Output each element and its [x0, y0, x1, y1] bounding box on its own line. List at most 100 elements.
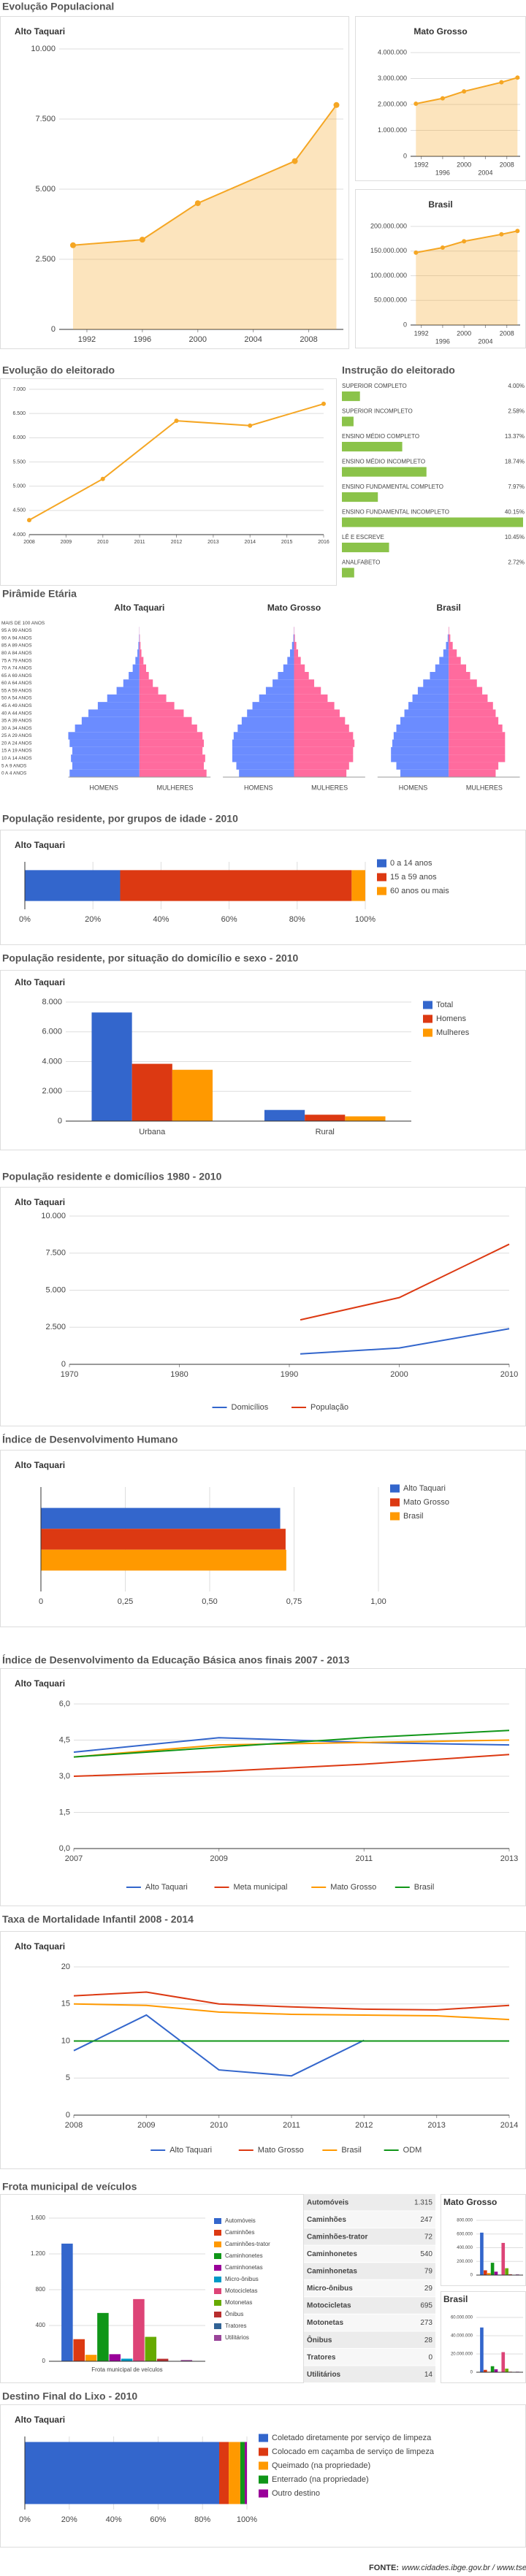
- bar: [68, 732, 140, 740]
- panel: [0, 378, 337, 586]
- y-tick-label: 3,0: [59, 1772, 70, 1781]
- legend-label: Meta municipal: [234, 1883, 288, 1892]
- table-row: [304, 2297, 435, 2314]
- x-tick-label: 2013: [500, 1854, 518, 1863]
- y-tick-label: 0: [403, 321, 407, 328]
- bar: [294, 687, 321, 695]
- y-tick-label: 1.000.000: [378, 126, 407, 134]
- bar: [505, 2268, 508, 2275]
- category-label: ENSINO FUNDAMENTAL INCOMPLETO: [342, 509, 449, 516]
- series-label: HOMENS: [244, 784, 273, 791]
- point: [174, 418, 179, 424]
- bar: [508, 2274, 512, 2275]
- area-fill: [416, 77, 518, 156]
- y-tick-label: 2.500: [35, 255, 56, 264]
- age-label: 95 A 99 ANOS: [1, 628, 32, 633]
- x-tick-label: 1996: [134, 335, 151, 344]
- x-tick-label: 2004: [244, 335, 262, 344]
- value-label: 40.15%: [505, 509, 525, 516]
- legend-label: Micro-ônibus: [225, 2276, 259, 2282]
- y-tick-label: 6.500: [12, 411, 26, 416]
- legend-swatch: [423, 1028, 432, 1037]
- table-row: [304, 2263, 435, 2279]
- bar: [449, 657, 461, 665]
- y-tick-label: 8.000: [42, 998, 62, 1006]
- point: [69, 242, 76, 248]
- x-tick-label: 60%: [150, 2515, 166, 2524]
- y-tick-label: 0: [51, 325, 56, 334]
- pyramid-title: Brasil: [436, 603, 460, 613]
- x-tick-label: 1980: [170, 1370, 188, 1379]
- bar: [139, 746, 203, 755]
- point: [462, 89, 467, 94]
- age-label: 10 A 14 ANOS: [1, 756, 32, 761]
- chart-title: Alto Taquari: [15, 840, 65, 850]
- bar: [400, 769, 449, 777]
- bar: [392, 739, 449, 747]
- bar: [75, 725, 140, 733]
- x-tick-label: 2004: [478, 337, 492, 345]
- table-row: [304, 2331, 435, 2348]
- legend-label: ODM: [403, 2146, 422, 2155]
- bar: [294, 702, 335, 710]
- y-tick-label: 2.000.000: [378, 100, 407, 107]
- bar: [342, 416, 354, 427]
- pyramid-title: Alto Taquari: [114, 603, 164, 613]
- point: [139, 237, 145, 243]
- bar: [85, 2355, 97, 2361]
- table-category: Tratores: [307, 2353, 336, 2361]
- y-tick-label: 20: [61, 1962, 70, 1971]
- table-value: 273: [420, 2319, 432, 2327]
- bar: [396, 725, 449, 733]
- age-label: 90 A 94 ANOS: [1, 635, 32, 641]
- table-value: 540: [420, 2250, 432, 2258]
- bar: [139, 762, 205, 770]
- bar: [505, 2369, 508, 2372]
- y-tick-label: 800.000: [457, 2219, 473, 2223]
- bar: [305, 1115, 346, 1121]
- legend-swatch: [390, 1484, 400, 1493]
- x-tick-label: 1,00: [370, 1597, 386, 1606]
- x-tick-label: 0,50: [202, 1597, 217, 1606]
- value-label: 7.97%: [508, 484, 525, 490]
- x-tick-label: 2016: [318, 540, 329, 545]
- x-tick-label: 0: [39, 1597, 43, 1606]
- bar: [449, 709, 496, 717]
- y-tick-label: 15: [61, 2000, 70, 2009]
- y-tick-label: 5: [66, 2074, 70, 2082]
- bar: [233, 732, 294, 740]
- y-tick-label: 4.500: [12, 508, 26, 513]
- table-category: Caminhões-trator: [307, 2233, 367, 2241]
- y-tick-label: 10: [61, 2036, 70, 2045]
- point: [440, 96, 445, 101]
- bar: [446, 641, 449, 650]
- table-value: 0: [428, 2353, 432, 2361]
- y-tick-label: 800: [36, 2286, 46, 2293]
- chart-title: Alto Taquari: [15, 1678, 65, 1689]
- x-tick-label: 2011: [356, 1854, 373, 1863]
- bar: [443, 649, 449, 657]
- bar: [121, 2358, 133, 2361]
- x-tick-label: 2013: [427, 2121, 445, 2130]
- chart-title: Alto Taquari: [15, 1197, 65, 1207]
- point: [515, 229, 520, 234]
- bar: [139, 754, 205, 763]
- y-tick-label: 7.500: [45, 1249, 66, 1258]
- table-category: Automóveis: [307, 2198, 349, 2206]
- x-tick-label: 2008: [300, 335, 317, 344]
- bar: [449, 746, 506, 755]
- point: [440, 245, 445, 250]
- bar: [219, 2442, 229, 2504]
- bar: [291, 641, 294, 650]
- legend-label: 15 a 59 anos: [390, 873, 437, 882]
- section-title: Pirâmide Etária: [2, 588, 77, 600]
- bar: [449, 725, 503, 733]
- table-row: [304, 2279, 435, 2297]
- section-title: Índice de Desenvolvimento da Educação Bá…: [2, 1654, 350, 1666]
- bar: [480, 2327, 484, 2372]
- table-row: [304, 2194, 435, 2211]
- age-label: 75 A 79 ANOS: [1, 658, 32, 663]
- bar: [109, 2354, 121, 2361]
- legend-label: Total: [436, 1001, 453, 1009]
- bar: [139, 716, 192, 725]
